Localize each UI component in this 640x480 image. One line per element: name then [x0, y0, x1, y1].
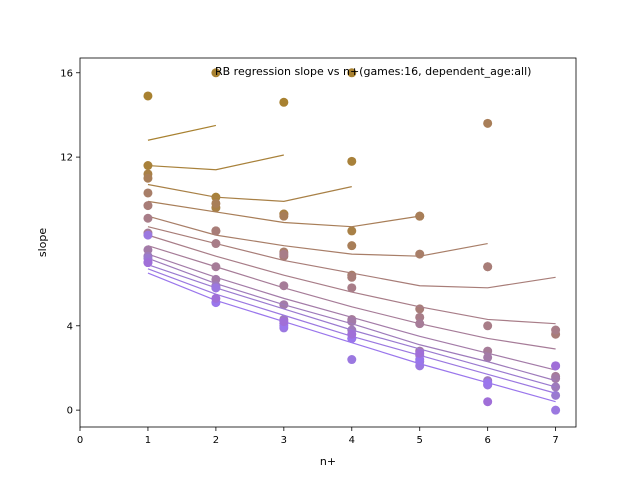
series-12-point-4	[415, 355, 425, 365]
y-axis-ticks: 0 4 12 16	[60, 68, 80, 417]
y-tick-label-3: 16	[60, 68, 73, 79]
plot-marks	[143, 68, 561, 415]
plot-frame	[79, 57, 577, 428]
series-13-point-2	[279, 317, 289, 327]
series-3-point-0	[143, 173, 153, 183]
y-tick-label-2: 12	[60, 153, 73, 164]
series-11-point-3	[347, 355, 357, 365]
series-13-point-4	[415, 348, 425, 358]
series-2-line	[147, 183, 352, 202]
series-3-point-2	[279, 211, 289, 221]
series-6-point-0	[143, 213, 153, 223]
y-tick-label-0: 0	[67, 406, 73, 417]
x-tick-label-6: 6	[484, 435, 490, 446]
series-5-point-0	[143, 201, 153, 211]
series-4-point-0	[143, 188, 153, 198]
series-5-point-1	[211, 226, 221, 236]
x-tick-label-7: 7	[552, 435, 558, 446]
series-6-point-1	[211, 239, 221, 249]
x-tick-label-1: 1	[145, 435, 151, 446]
series-13-point-0	[143, 258, 153, 268]
series-0-point-2	[279, 97, 289, 107]
x-tick-label-5: 5	[417, 435, 423, 446]
series-3-line	[147, 200, 420, 228]
y-axis-label: slope	[36, 228, 49, 257]
x-tick-label-4: 4	[349, 435, 355, 446]
series-0-point-1	[211, 68, 221, 78]
series-8-point-6	[551, 374, 561, 384]
series-7-point-1	[211, 262, 221, 272]
x-tick-label-2: 2	[213, 435, 219, 446]
series-13-point-5	[483, 397, 493, 407]
series-4-line	[147, 215, 488, 257]
x-axis-label: n+	[320, 455, 336, 468]
series-12-point-5	[483, 378, 493, 388]
series-1-line	[147, 154, 284, 171]
series-7-point-2	[279, 281, 289, 291]
series-4-point-4	[415, 249, 425, 259]
series-5-point-3	[347, 272, 357, 282]
series-11-point-1	[211, 283, 221, 293]
series-3-point-5	[483, 118, 493, 128]
series-5-point-5	[483, 262, 493, 272]
series-3-point-4	[415, 211, 425, 221]
chart-title: RB regression slope vs n+(games:16, depe…	[215, 65, 531, 78]
series-2-point-3	[347, 226, 357, 236]
series-6-point-6	[551, 325, 561, 335]
series-6-point-5	[483, 321, 493, 331]
series-1-point-0	[143, 161, 153, 171]
x-axis-ticks: 0 1 2 3 4 5 6 7	[77, 427, 559, 446]
series-11-point-0	[143, 230, 153, 240]
series-7-point-4	[415, 319, 425, 329]
series-8-point-5	[483, 352, 493, 362]
series-13-point-1	[211, 293, 221, 303]
y-tick-label-1: 4	[67, 321, 73, 332]
series-13-point-3	[347, 329, 357, 339]
series-6-point-2	[279, 249, 289, 259]
series-8-point-1	[211, 274, 221, 284]
series-11-point-6	[551, 405, 561, 415]
series-1-point-3	[347, 156, 357, 166]
series-3-point-3	[347, 241, 357, 251]
series-0-point-0	[143, 91, 153, 101]
series-13-point-6	[551, 361, 561, 371]
series-8-point-0	[143, 245, 153, 255]
x-tick-label-0: 0	[77, 435, 83, 446]
series-3-point-1	[211, 198, 221, 208]
series-0-point-3	[347, 68, 357, 78]
series-0-line	[147, 124, 217, 141]
series-6-point-4	[415, 312, 425, 322]
x-tick-label-3: 3	[281, 435, 287, 446]
series-6-point-3	[347, 283, 357, 293]
